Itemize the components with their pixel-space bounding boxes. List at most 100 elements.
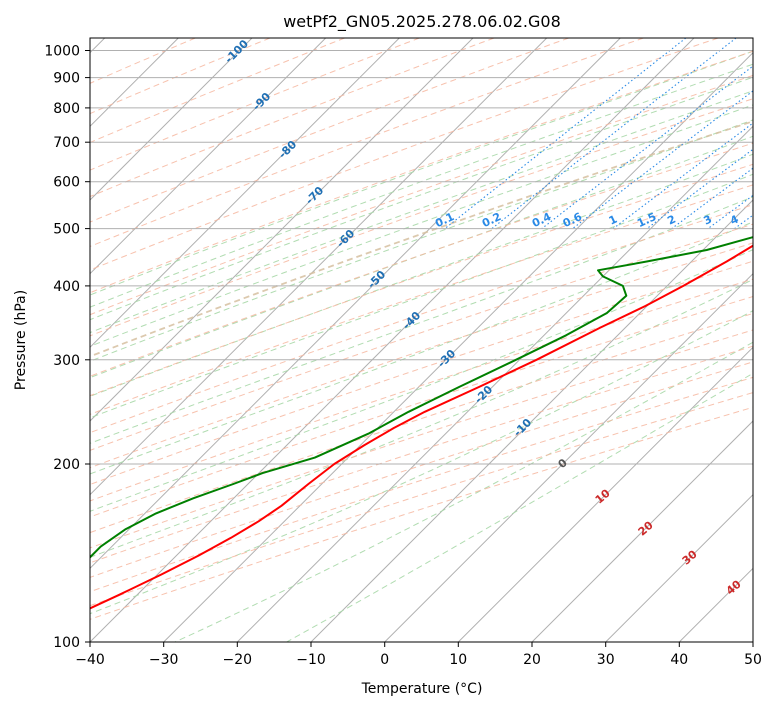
moist-adiabat-line	[90, 119, 753, 362]
isotherm-line	[752, 641, 753, 642]
dry-adiabat-line	[90, 312, 753, 534]
isotherm-line	[90, 38, 548, 496]
y-tick-label: 800	[53, 101, 80, 117]
mixing-ratio-line	[444, 38, 687, 230]
mixing-ratio-line	[734, 214, 753, 230]
x-tick-label: −40	[75, 652, 105, 668]
mixing-ratio-line	[572, 90, 753, 230]
dewpoint-profile-line	[90, 236, 753, 559]
moist-adiabat-line	[90, 135, 753, 379]
mixing-ratio-label: 3	[702, 213, 714, 228]
isotherm-line	[310, 199, 753, 642]
isotherm-line	[531, 420, 753, 642]
mixing-ratio-label: 4	[728, 212, 741, 227]
dry-adiabat-line	[90, 184, 753, 415]
mixing-ratio-label: 2	[665, 213, 677, 228]
isotherm-line	[236, 125, 753, 642]
moist-adiabat-line	[90, 173, 753, 419]
moist-adiabat-line	[90, 63, 753, 308]
moist-adiabat-line	[90, 50, 753, 296]
x-tick-label: 30	[597, 652, 615, 668]
dry-adiabat-line	[90, 204, 753, 434]
isotherm-line	[90, 38, 621, 570]
moist-adiabat-line	[174, 341, 753, 642]
plot-frame	[89, 37, 754, 643]
dry-adiabat-label: -100	[222, 37, 251, 66]
isotherm-line	[90, 38, 474, 422]
moist-adiabat-line	[90, 104, 753, 347]
x-tick-label: 0	[380, 652, 389, 668]
moist-adiabat-line	[90, 196, 753, 444]
dry-adiabat-line	[90, 223, 753, 451]
x-tick-label: −10	[296, 652, 326, 668]
x-axis-label: Temperature (°C)	[361, 681, 483, 697]
moist-adiabat-line	[90, 76, 753, 321]
dry-adiabat-line	[90, 260, 753, 486]
dry-adiabat-line	[90, 242, 753, 469]
y-tick-label: 200	[53, 457, 80, 473]
dry-adiabat-line	[90, 38, 569, 223]
dry-adiabat-line	[90, 163, 753, 397]
dry-adiabat-line	[90, 38, 644, 248]
axes: −40 −30 −20 −10 0 10 20 30 40 50 1000 900 800 700 600 5…	[44, 44, 762, 669]
y-tick-label: 600	[53, 175, 80, 191]
x-tick-label: −20	[223, 652, 253, 668]
moist-adiabat-line	[90, 310, 753, 615]
y-tick-label: 300	[53, 353, 80, 369]
mixing-ratio-label: 0.4	[530, 210, 553, 230]
isotherm-line	[605, 493, 753, 642]
mixing-ratio-line	[612, 122, 753, 230]
y-tick-label: 400	[53, 279, 80, 295]
dry-adiabat-line	[90, 345, 753, 564]
plot-area	[90, 38, 753, 642]
x-tick-label: 10	[449, 652, 467, 668]
mixing-ratio-line	[541, 65, 753, 230]
chart-title: wetPf2_GN05.2025.278.06.02.G08	[283, 12, 561, 32]
dry-adiabat-line	[90, 38, 495, 198]
dry-adiabat-line	[90, 74, 753, 316]
dry-adiabat-line	[90, 376, 753, 593]
isotherm-line	[90, 38, 695, 642]
x-tick-label: 50	[744, 652, 762, 668]
dry-adiabat-line	[90, 278, 753, 502]
y-tick-label: 100	[53, 635, 80, 651]
dry-adiabat-line	[90, 120, 753, 358]
moist-adiabat-line	[90, 221, 753, 475]
dry-adiabat-line	[90, 50, 753, 294]
moist-adiabat-line	[90, 278, 753, 558]
dry-adiabat-label: -20	[472, 383, 495, 406]
y-tick-label: 1000	[44, 44, 80, 60]
mixing-ratio-label: 0.6	[561, 210, 584, 230]
dry-adiabat-line	[90, 38, 420, 171]
isotherm-line	[90, 38, 400, 349]
moist-adiabat-line	[286, 372, 753, 642]
isotherm-line	[163, 51, 753, 642]
dry-adiabat-line	[90, 142, 753, 377]
isotherm-line	[384, 272, 753, 642]
dry-adiabat-label: -10	[511, 416, 534, 439]
temperature-profile-line	[90, 244, 753, 610]
dry-adiabat-line	[90, 38, 345, 144]
moist-adiabat-line	[90, 153, 753, 397]
isotherm-line	[90, 38, 253, 201]
y-tick-label: 500	[53, 222, 80, 238]
mixing-ratio-line	[671, 167, 753, 230]
moist-adiabat-line	[90, 90, 753, 334]
dry-adiabat-line	[90, 38, 719, 271]
dry-adiabat-line	[90, 329, 753, 549]
x-tick-label: −30	[149, 652, 179, 668]
isotherm-line	[90, 38, 327, 275]
dry-adiabat-line	[90, 295, 753, 518]
y-tick-label: 900	[53, 71, 80, 87]
y-axis-label: Pressure (hPa)	[13, 290, 29, 390]
moist-adiabat-label: 10	[593, 486, 613, 506]
moist-adiabat-line	[90, 249, 753, 512]
dry-adiabat-line	[90, 361, 753, 578]
dry-adiabat-line	[90, 392, 753, 607]
y-tick-label: 700	[53, 135, 80, 151]
x-tick-label: 40	[670, 652, 688, 668]
line-labels: -100-90-80-70-60-50-40-30-20-10010203040…	[222, 37, 744, 597]
mixing-ratio-label: 1.5	[635, 210, 658, 230]
dry-adiabat-line	[90, 98, 753, 337]
